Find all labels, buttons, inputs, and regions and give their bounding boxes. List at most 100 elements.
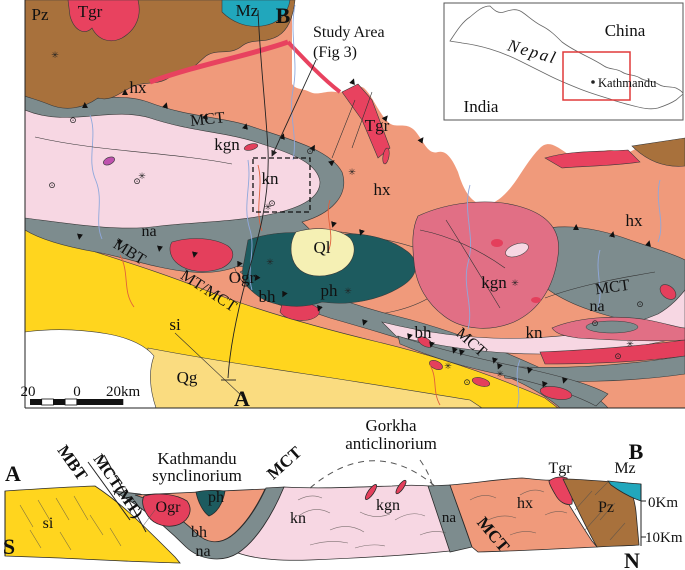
label-mz: Mz <box>236 1 259 20</box>
fold-axis-icon: ✳ <box>344 286 352 296</box>
dome-icon: ⊙ <box>463 377 471 387</box>
section-trace-line <box>227 9 269 379</box>
dome-icon: ⊙ <box>48 180 56 190</box>
kgn-red-pod-2 <box>531 297 541 303</box>
xs-label-ph: ph <box>208 489 224 506</box>
dome-icon: ⊙ <box>133 176 141 186</box>
fold-axis-icon: ✳ <box>266 257 274 267</box>
fold-axis-icon: ✳ <box>348 167 356 177</box>
cross-section: A S MBT MCT(MT) Kathmandu synclinorium M… <box>3 416 683 570</box>
label-qg: Qg <box>177 368 198 387</box>
nepal-outline <box>449 5 684 110</box>
dome-icon: ⊙ <box>636 299 644 309</box>
xs-unit-pz <box>562 478 640 548</box>
xs-label-bh: bh <box>191 524 207 541</box>
dome-icon: ⊙ <box>268 198 276 208</box>
xs-label-mct-w: MCT <box>263 442 306 483</box>
xs-unit-ogr <box>142 493 191 527</box>
xs-kgn-red-sliver-2 <box>395 479 407 495</box>
label-b-endpoint: B <box>276 3 291 28</box>
tgr-strip-2 <box>286 40 342 94</box>
label-kn-e: kn <box>526 323 544 342</box>
tgr-strip <box>149 39 289 85</box>
label-ogr: Ogr <box>229 268 256 287</box>
xs-label-ogr: Ogr <box>156 499 182 516</box>
fold-axis-icon: ✳ <box>264 202 272 212</box>
xs-label-tgr: Tgr <box>548 460 572 477</box>
xs-label-s: S <box>3 534 15 559</box>
fold-axis-icon: ✳ <box>496 369 504 379</box>
xs-label-si: si <box>43 515 54 532</box>
unit-mz <box>221 0 291 27</box>
label-tgr-mid: Tgr <box>365 116 390 135</box>
study-area-leader-line <box>271 59 317 157</box>
xs-unit-si <box>4 485 181 564</box>
label-mct-top: MCT <box>189 109 225 130</box>
study-area-label-2: (Fig 3) <box>313 44 357 61</box>
dome-icon: ⊙ <box>69 115 77 125</box>
xs-anticline-dash-2 <box>419 459 434 489</box>
inset-map: China Nepal India Kathmandu <box>443 2 684 121</box>
xs-label-anticl-2: anticlinorium <box>345 434 437 453</box>
xs-kgn-red-sliver <box>364 484 378 500</box>
rose-streak-mid <box>539 339 685 365</box>
label-hx-nw: hx <box>130 78 148 97</box>
xs-label-kn: kn <box>290 510 306 527</box>
label-ph: ph <box>321 281 339 300</box>
edge-brown <box>631 137 685 167</box>
xs-label-kgn: kgn <box>376 497 400 514</box>
xs-label-a: A <box>5 461 21 486</box>
unit-tgr-blob <box>67 0 140 41</box>
label-bh-w: bh <box>259 287 277 306</box>
gray-core <box>585 320 639 334</box>
xs-label-0km: 0Km <box>648 495 678 511</box>
inset-study-box <box>562 51 631 101</box>
xs-label-syncl-2: synclinorium <box>152 466 242 485</box>
label-kgn-e: kgn <box>481 273 507 292</box>
xs-label-anticl-1: Gorkha <box>366 416 417 435</box>
dome-icon: ⊙ <box>614 351 622 361</box>
xs-foliation <box>19 481 626 551</box>
label-pz: Pz <box>32 5 49 24</box>
label-na-w: na <box>141 223 156 240</box>
edge-red-band <box>544 149 641 169</box>
study-area-box <box>252 157 311 213</box>
inset-label-india: India <box>464 97 499 116</box>
label-si: si <box>169 315 181 334</box>
inset-label-china: China <box>605 21 646 40</box>
kgn-red-pod <box>491 239 503 247</box>
xs-label-na-w: na <box>195 543 210 560</box>
label-a-endpoint: A <box>234 386 250 411</box>
xs-label-b: B <box>629 439 644 464</box>
scalebar-zero: 0 <box>73 384 81 400</box>
fold-axis-icon: ✳ <box>51 50 59 60</box>
map-symbols: ✳ ✳ ✳ ✳ ✳ ✳ ✳ ✳ ✳ ✳ ⊙ ⊙ ⊙ ⊙ ⊙ ⊙ ⊙ ⊙ ⊙ <box>48 50 644 387</box>
label-na-e: na <box>589 298 604 315</box>
xs-label-hx: hx <box>517 495 533 512</box>
xs-label-10km: 10Km <box>645 530 683 546</box>
label-hx-c: hx <box>374 180 392 199</box>
xs-label-mbt: MBT <box>54 442 92 485</box>
xs-label-mz: Mz <box>614 460 635 477</box>
tgr-dash <box>382 147 390 165</box>
label-hx-e: hx <box>626 211 644 230</box>
xs-unit-ph <box>195 489 226 517</box>
study-area-label-1: Study Area <box>313 24 385 41</box>
inset-label-kathmandu: Kathmandu <box>598 76 657 90</box>
fold-axis-icon: ✳ <box>511 278 519 288</box>
xs-label-pz: Pz <box>598 499 614 516</box>
xs-label-syncl-1: Kathmandu <box>157 449 237 468</box>
dome-icon: ⊙ <box>306 146 314 156</box>
kathmandu-dot <box>591 80 595 84</box>
label-ql: Ql <box>314 238 331 257</box>
label-tgr-top: Tgr <box>78 2 103 21</box>
label-kn-box: kn <box>262 169 280 188</box>
scalebar-left: 20 <box>21 384 36 400</box>
label-mct-e: MCT <box>594 277 631 299</box>
label-kgn-w: kgn <box>214 135 240 154</box>
xs-fault-mbt <box>87 461 131 521</box>
xs-label-n: N <box>624 548 640 570</box>
fold-axis-icon: ✳ <box>138 171 146 181</box>
